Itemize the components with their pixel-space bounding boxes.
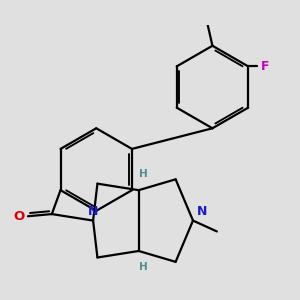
Text: H: H	[139, 169, 147, 179]
Text: H: H	[139, 262, 147, 272]
Text: N: N	[197, 206, 208, 218]
Text: F: F	[261, 60, 270, 73]
Text: O: O	[14, 210, 25, 223]
Text: N: N	[88, 206, 98, 218]
